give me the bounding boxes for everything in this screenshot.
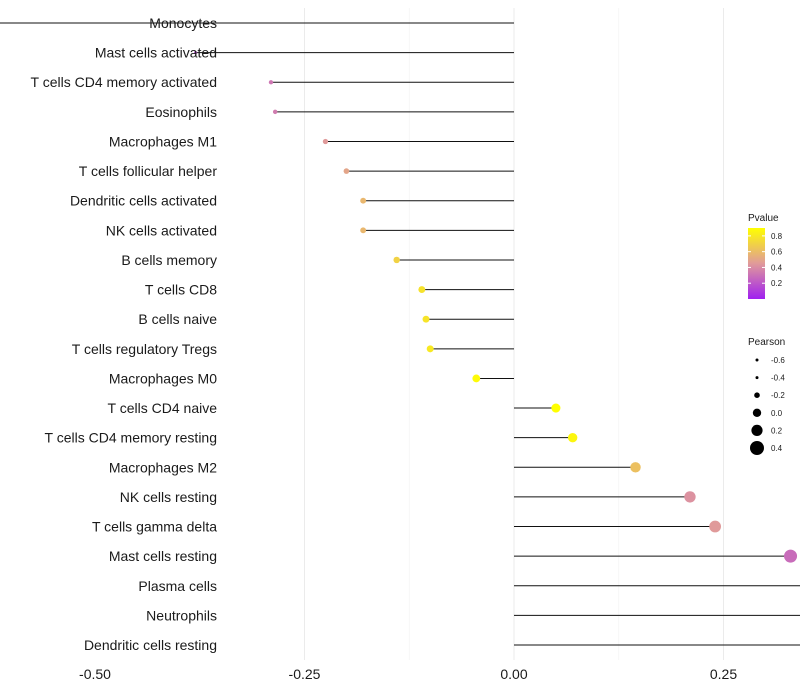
pvalue-legend-title: Pvalue: [748, 213, 779, 224]
pearson-legend-title: Pearson: [748, 337, 785, 348]
data-point: [360, 227, 367, 234]
y-tick-label: B cells memory: [121, 252, 217, 268]
colorbar-tick-label: 0.2: [771, 279, 783, 288]
size-legend-dot: [752, 408, 762, 417]
data-point: [194, 51, 198, 55]
y-tick-label: Dendritic cells activated: [70, 193, 217, 209]
size-legend-label: -0.2: [771, 391, 785, 400]
x-tick-label: 0.00: [500, 666, 527, 682]
data-point: [784, 549, 798, 563]
size-legend-label: 0.4: [771, 444, 783, 453]
data-point: [426, 345, 434, 353]
y-tick-label: NK cells resting: [120, 489, 217, 505]
data-point: [268, 80, 274, 85]
size-legend-dot: [751, 424, 763, 436]
stems-layer: [0, 22, 800, 646]
points-layer: [194, 51, 798, 563]
x-tick-label: 0.25: [710, 666, 737, 682]
data-point: [360, 197, 367, 204]
y-tick-label: T cells follicular helper: [79, 163, 218, 179]
colorbar-tick-label: 0.4: [771, 263, 783, 272]
pearson-legend: Pearson -0.6 -0.4 -0.2 0.0 0.2 0.4: [748, 337, 785, 455]
y-tick-label: T cells regulatory Tregs: [72, 341, 217, 357]
size-legend-label: 0.2: [771, 426, 783, 435]
size-legend-label: 0.0: [771, 409, 783, 418]
x-tick-label: -0.50: [79, 666, 111, 682]
size-legend-dot: [754, 392, 760, 399]
data-point: [393, 256, 400, 264]
x-tick-label: -0.25: [289, 666, 321, 682]
data-point: [551, 403, 561, 413]
y-tick-label: T cells gamma delta: [92, 519, 217, 535]
data-point: [322, 138, 329, 145]
data-point: [418, 286, 426, 294]
y-tick-label: Macrophages M1: [109, 133, 217, 149]
y-tick-label: Mast cells resting: [109, 548, 217, 564]
pvalue-colorbar: [748, 228, 765, 299]
y-tick-label: Plasma cells: [138, 578, 217, 594]
colorbar-tick-label: 0.6: [771, 248, 783, 257]
x-axis-labels: -0.50-0.250.000.250.50: [79, 666, 737, 682]
size-legend-dot: [750, 441, 764, 455]
y-tick-label: Mast cells activated: [95, 45, 217, 61]
y-tick-label: Eosinophils: [145, 104, 217, 120]
y-tick-label: Monocytes: [149, 15, 217, 31]
data-point: [709, 520, 721, 533]
y-axis-labels: Monocytes Mast cells activated T cells CD4…: [31, 15, 218, 653]
y-tick-label: T cells CD8: [145, 282, 217, 298]
size-legend-label: -0.4: [771, 374, 785, 383]
y-tick-label: Neutrophils: [146, 607, 217, 623]
data-point: [630, 462, 641, 473]
y-tick-label: B cells naive: [138, 311, 217, 327]
y-tick-label: Macrophages M0: [109, 370, 217, 386]
y-tick-label: NK cells activated: [106, 222, 217, 238]
data-point: [684, 491, 696, 503]
data-point: [272, 109, 278, 115]
y-tick-label: T cells CD4 naive: [108, 400, 218, 416]
size-legend-label: -0.6: [771, 356, 785, 365]
data-point: [472, 374, 481, 383]
colorbar-tick-label: 0.8: [771, 232, 783, 241]
y-tick-label: T cells CD4 memory resting: [45, 430, 217, 446]
size-legend-dot: [755, 358, 759, 362]
y-tick-label: Macrophages M2: [109, 459, 217, 475]
pvalue-legend: Pvalue 0.2 0.4 0.6 0.8: [748, 213, 783, 299]
grid-layer: [304, 8, 724, 660]
data-point: [343, 168, 350, 174]
size-legend-dot: [755, 376, 759, 380]
data-point: [422, 315, 430, 323]
data-point: [567, 432, 578, 443]
y-tick-label: Dendritic cells resting: [84, 637, 217, 653]
y-tick-label: T cells CD4 memory activated: [31, 74, 217, 90]
